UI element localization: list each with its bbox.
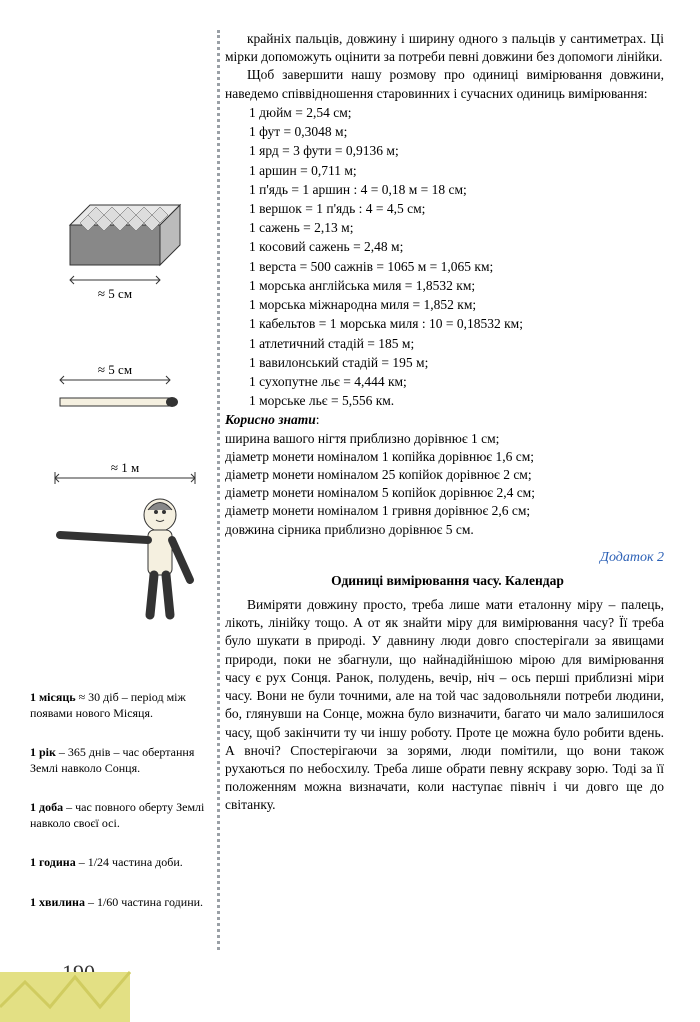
match-illustration: ≈ 5 см [40, 360, 200, 420]
unit-item: 1 вавилонський стадій = 195 м; [249, 354, 670, 372]
illustration-column: ≈ 5 см ≈ 5 см ≈ 1 м [40, 180, 210, 620]
unit-item: 1 морська міжнародна миля = 1,852 км; [249, 296, 670, 314]
unit-item: 1 фут = 0,3048 м; [249, 123, 670, 141]
intro-paragraph-2: Щоб завершити нашу розмову про одиниці в… [225, 66, 664, 102]
side-note: 1 місяць ≈ 30 діб – період між появами н… [30, 690, 210, 721]
unit-item: 1 дюйм = 2,54 см; [249, 104, 670, 122]
unit-item: 1 верста = 500 сажнів = 1065 м = 1,065 к… [249, 258, 670, 276]
person-label: ≈ 1 м [111, 460, 139, 475]
side-note: 1 доба – час повного оберту Землі навкол… [30, 800, 210, 831]
unit-item: 1 кабельтов = 1 морська миля : 10 = 0,18… [249, 315, 670, 333]
unit-item: 1 ярд = 3 фути = 0,9136 м; [249, 142, 670, 160]
unit-item: 1 морське льє = 5,556 км. [249, 392, 670, 410]
time-paragraph: Виміряти довжину просто, треба лише мати… [225, 596, 664, 815]
person-illustration: ≈ 1 м [40, 460, 210, 620]
useful-item: діаметр монети номіналом 5 копійок дорів… [225, 484, 670, 502]
useful-item: діаметр монети номіналом 1 гривня дорівн… [225, 502, 670, 520]
intro-paragraph-1: крайніх пальців, довжину і ширину одного… [225, 30, 664, 66]
unit-item: 1 атлетичний стадій = 185 м; [249, 335, 670, 353]
main-text-column: крайніх пальців, довжину і ширину одного… [225, 30, 670, 815]
useful-title: Корисно знати [225, 412, 316, 427]
match-label: ≈ 5 см [98, 362, 132, 377]
column-divider [217, 30, 220, 950]
unit-item: 1 вершок = 1 п'ядь : 4 = 4,5 см; [249, 200, 670, 218]
appendix-label: Додаток 2 [225, 549, 664, 568]
matchbox-illustration: ≈ 5 см [40, 180, 200, 310]
side-note: 1 рік – 365 днів – час обертання Землі н… [30, 745, 210, 776]
side-note: 1 хвилина – 1/60 частина години. [30, 895, 210, 911]
side-note: 1 година – 1/24 частина доби. [30, 855, 210, 871]
unit-item: 1 морська англійська миля = 1,8532 км; [249, 277, 670, 295]
units-list: 1 дюйм = 2,54 см; 1 фут = 0,3048 м; 1 яр… [249, 104, 670, 411]
section-title: Одиниці вимірювання часу. Календар [225, 572, 670, 590]
unit-item: 1 п'ядь = 1 аршин : 4 = 0,18 м = 18 см; [249, 181, 670, 199]
useful-item: ширина вашого нігтя приблизно дорівнює 1… [225, 430, 670, 448]
footer-decoration [0, 952, 180, 1022]
useful-item: довжина сірника приблизно дорівнює 5 см. [225, 521, 670, 539]
matchbox-label: ≈ 5 см [98, 286, 132, 301]
useful-item: діаметр монети номіналом 1 копійка дорів… [225, 448, 670, 466]
useful-item: діаметр монети номіналом 25 копійок дорі… [225, 466, 670, 484]
unit-item: 1 косовий сажень = 2,48 м; [249, 238, 670, 256]
useful-to-know-block: Корисно знати: ширина вашого нігтя прибл… [225, 411, 670, 539]
unit-item: 1 сухопутне льє = 4,444 км; [249, 373, 670, 391]
unit-item: 1 аршин = 0,711 м; [249, 162, 670, 180]
unit-item: 1 сажень = 2,13 м; [249, 219, 670, 237]
